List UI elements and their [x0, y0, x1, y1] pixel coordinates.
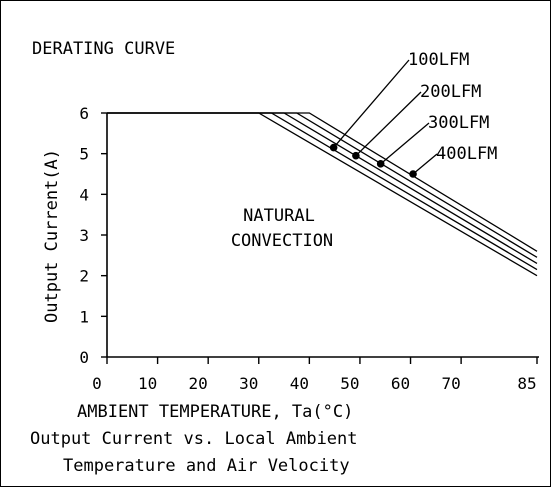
x-tick-label-0: 0	[92, 374, 102, 393]
annotation-label-4: 400LFM	[436, 144, 497, 164]
x-tick-label-50: 50	[340, 374, 359, 393]
annotation-label-3: 300LFM	[428, 113, 489, 133]
x-tick-label-40: 40	[290, 374, 309, 393]
annotation-label-2: 200LFM	[420, 82, 481, 102]
y-tick-label-3: 3	[79, 226, 89, 245]
x-tick-label-60: 60	[391, 374, 410, 393]
y-axis-label: Output Current(A)	[42, 149, 62, 323]
y-tick-label-2: 2	[79, 267, 89, 286]
x-tick-label-30: 30	[239, 374, 258, 393]
y-tick-label-0: 0	[79, 348, 89, 367]
y-tick-label-4: 4	[79, 185, 89, 204]
x-tick-label-10: 10	[138, 374, 157, 393]
annotation-leader-3	[380, 122, 430, 165]
x-tick-label-85: 85	[517, 374, 536, 393]
curve-1	[107, 112, 538, 277]
annotation-point-3	[376, 160, 385, 168]
caption-line-2: Temperature and Air Velocity	[63, 456, 350, 476]
caption-line-1: Output Current vs. Local Ambient	[30, 429, 358, 449]
annotation-leader-2	[355, 91, 422, 157]
annotation-leader-1	[333, 59, 410, 148]
region-label-line-2: CONVECTION	[231, 231, 333, 251]
plot-area: 0 10 20 30 40 50 60 70 85 0 1 2 3 4 5 6 100LFM 200LFM 300L…	[79, 50, 539, 393]
x-axis-label: AMBIENT TEMPERATURE, Ta(°C)	[77, 402, 353, 422]
annotation-leader-4	[412, 153, 438, 175]
annotation-point-1	[329, 143, 338, 152]
region-label-line-1: NATURAL	[243, 206, 315, 226]
annotation-point-2	[352, 151, 360, 160]
y-tick-label-6: 6	[79, 104, 89, 123]
x-tick-label-20: 20	[189, 374, 208, 393]
chart-title: DERATING CURVE	[32, 39, 175, 59]
annotation-label-1: 100LFM	[408, 50, 469, 70]
curve-5	[107, 112, 538, 252]
x-tick-label-70: 70	[441, 374, 460, 393]
y-tick-label-5: 5	[79, 145, 89, 164]
y-tick-label-1: 1	[79, 307, 89, 326]
annotation-point-4	[409, 170, 417, 178]
